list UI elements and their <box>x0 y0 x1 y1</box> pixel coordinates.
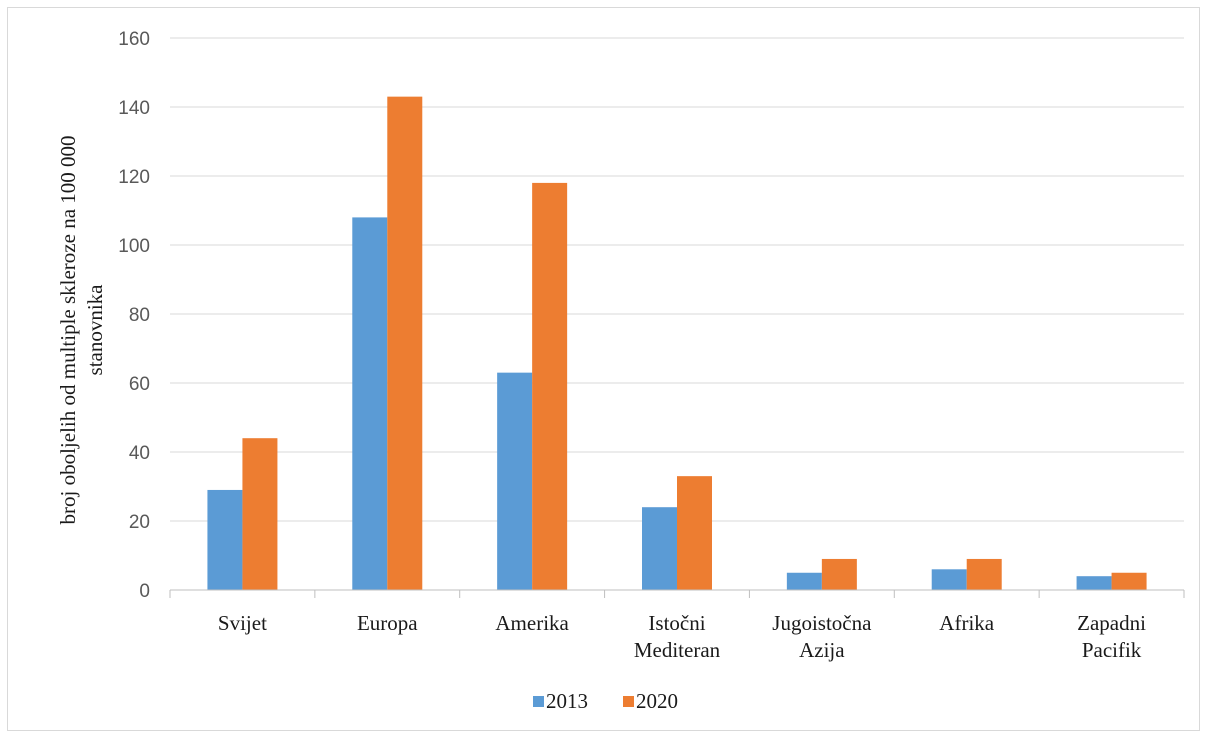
legend-swatch-2013 <box>533 696 544 707</box>
bar-2013-1 <box>352 217 388 590</box>
category-label-line: Amerika <box>495 611 569 635</box>
y-tick-label-120: 120 <box>118 167 150 188</box>
y-tick-label-80: 80 <box>129 305 150 326</box>
bar-2013-6 <box>1076 576 1112 590</box>
category-label-line: Europa <box>357 611 418 635</box>
y-tick-label-40: 40 <box>129 443 150 464</box>
x-axis-ticks <box>169 590 1185 598</box>
x-axis-category-labels: Svijet Europa Amerika Istočni Mediteran Jugoi… <box>218 611 1146 662</box>
y-tick-label-20: 20 <box>129 512 150 533</box>
category-label-line: Svijet <box>218 611 267 635</box>
category-label-4: Jugoistočna Azija <box>772 611 872 662</box>
category-label-line: Mediteran <box>634 638 721 662</box>
y-axis-title: broj oboljelih od multiple skleroze na 1… <box>56 135 107 524</box>
bar-2020-1 <box>387 96 423 591</box>
bar-2020-3 <box>677 476 712 590</box>
bar-2013-4 <box>786 572 822 590</box>
category-label-0: Svijet <box>218 611 267 635</box>
category-label-line: Jugoistočna <box>772 611 872 635</box>
bar-2020-4 <box>821 558 857 590</box>
bar-2020-2 <box>532 182 568 590</box>
y-tick-label-0: 0 <box>139 581 150 602</box>
legend: 2013 2020 <box>533 689 678 713</box>
category-label-line: Azija <box>799 638 845 662</box>
bar-2013-5 <box>931 569 967 590</box>
category-label-line: Afrika <box>939 611 994 635</box>
bar-2020-5 <box>966 558 1002 590</box>
category-label-line: Pacifik <box>1082 638 1142 662</box>
y-axis-title-line: stanovnika <box>83 284 107 376</box>
legend-label-2020: 2020 <box>636 689 678 713</box>
category-label-5: Afrika <box>939 611 994 635</box>
y-tick-label-160: 160 <box>118 29 150 50</box>
chart-frame <box>7 7 1200 731</box>
gridlines <box>170 37 1184 522</box>
bar-2013-2 <box>497 372 533 590</box>
y-axis-tick-labels: 0 20 40 60 80 100 120 140 160 <box>118 29 150 602</box>
category-label-6: Zapadni Pacifik <box>1077 611 1146 662</box>
y-tick-label-140: 140 <box>118 98 150 119</box>
y-tick-label-100: 100 <box>118 236 150 257</box>
legend-swatch-2020 <box>623 696 634 707</box>
category-label-line: Istočni <box>648 611 705 635</box>
y-tick-label-60: 60 <box>129 374 150 395</box>
category-label-3: Istočni Mediteran <box>634 611 721 662</box>
y-axis-title-line: broj oboljelih od multiple skleroze na 1… <box>56 135 80 524</box>
bar-2013-0 <box>207 489 243 590</box>
bars <box>207 96 1147 591</box>
legend-label-2013: 2013 <box>546 689 588 713</box>
category-label-1: Europa <box>357 611 418 635</box>
bar-2020-0 <box>242 438 278 590</box>
category-label-2: Amerika <box>495 611 569 635</box>
bar-2020-6 <box>1111 572 1147 590</box>
bar-2013-3 <box>642 507 677 590</box>
category-label-line: Zapadni <box>1077 611 1146 635</box>
